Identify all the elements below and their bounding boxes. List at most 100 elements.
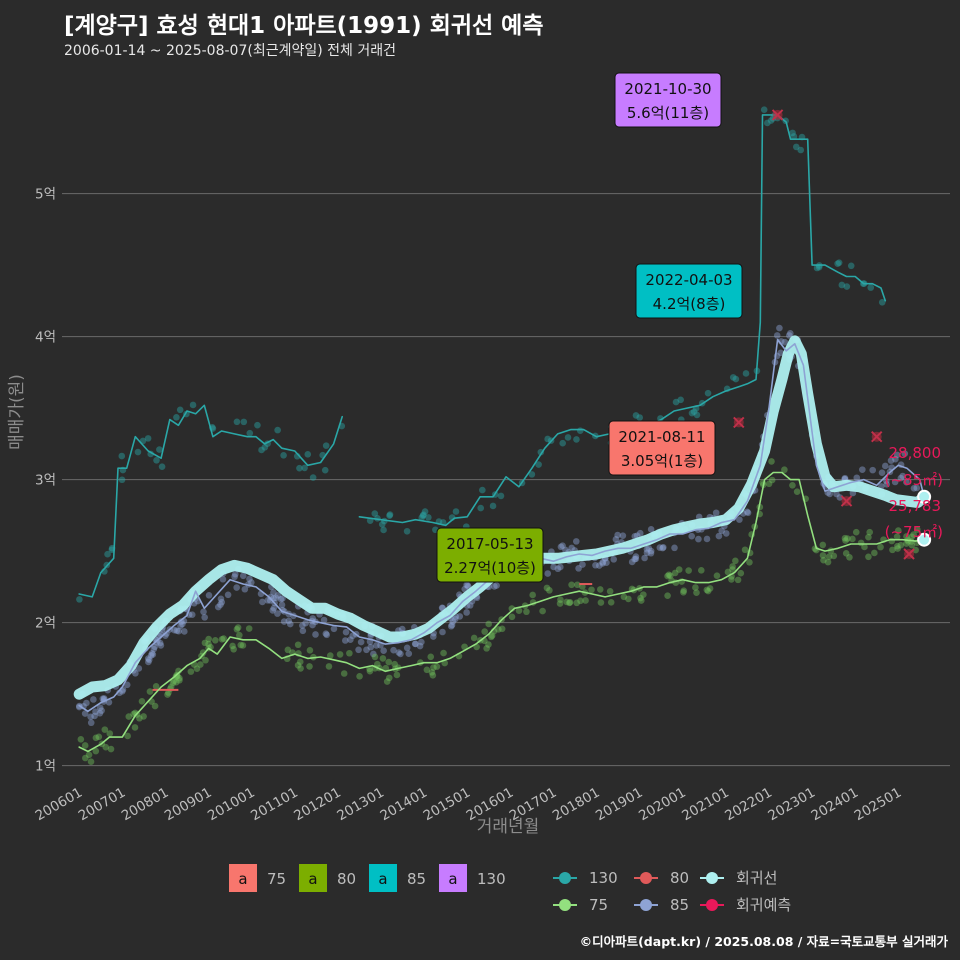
trade-point (284, 646, 292, 654)
trade-point (440, 649, 447, 657)
trade-point (118, 476, 126, 484)
trade-point (485, 641, 492, 648)
trade-point (671, 544, 678, 552)
trade-point (665, 571, 673, 579)
trade-point (703, 535, 711, 543)
trade-point (729, 563, 736, 570)
annotation-bg (436, 527, 544, 583)
trade-point (189, 401, 197, 409)
trade-point (81, 710, 89, 717)
trade-point (477, 504, 485, 512)
trade-point (218, 598, 226, 606)
trade-point (81, 742, 89, 749)
trade-point (557, 596, 564, 603)
trade-point (383, 678, 391, 685)
trade-point (231, 570, 239, 578)
legend-line-key: 130 (553, 869, 618, 887)
trade-point (107, 745, 115, 753)
trade-point (430, 664, 437, 671)
chart-subtitle: 2006-01-14 ~ 2025-08-07(최근계약일) 전체 거래건 (64, 43, 396, 59)
trade-point (619, 532, 627, 540)
trade-point (386, 511, 394, 518)
trade-point (355, 646, 362, 654)
trade-point (463, 581, 470, 589)
trade-point (908, 533, 916, 541)
trade-point (523, 608, 530, 616)
trade-point (346, 649, 353, 657)
trade-point (625, 595, 632, 603)
trade-point (95, 733, 103, 741)
legend-swatch (299, 864, 327, 892)
trade-point (163, 630, 170, 637)
trade-point (323, 631, 331, 639)
trade-point (132, 670, 139, 677)
trade-point (321, 466, 329, 474)
trade-point (882, 477, 890, 485)
trade-point (147, 652, 155, 659)
trade-point (199, 649, 207, 656)
trade-point (151, 702, 159, 710)
trade-point (866, 528, 874, 536)
trade-point (495, 626, 502, 633)
trade-point (322, 630, 330, 637)
trade-point (205, 640, 212, 648)
trade-point (176, 406, 184, 414)
legend-swatch (229, 864, 257, 892)
trade-point (595, 562, 603, 569)
trade-point (903, 478, 910, 486)
trade-point (245, 625, 253, 632)
trade-point (636, 529, 644, 537)
x-tick-label: 200801 (119, 785, 172, 825)
trade-point (77, 735, 85, 743)
trade-point (416, 642, 424, 650)
trade-point (165, 689, 172, 696)
trade-point (713, 572, 721, 580)
legend-label: 80 (337, 870, 356, 888)
trade-point (734, 576, 742, 584)
annotation-bg (614, 72, 722, 128)
annotation-bg (608, 420, 716, 476)
trade-point (853, 474, 861, 482)
annotation-price: 3.05억(1층) (621, 452, 703, 470)
trade-point (193, 665, 201, 673)
trade-point (575, 565, 582, 572)
trade-point (820, 556, 827, 564)
trade-point (419, 512, 427, 520)
trade-point (370, 650, 377, 658)
trade-point (607, 599, 615, 606)
trade-point (201, 639, 209, 647)
legend-label: 85 (670, 896, 689, 914)
trade-point (574, 581, 581, 589)
trade-point (428, 669, 436, 676)
trade-point (744, 509, 752, 517)
trade-point (894, 545, 901, 552)
trade-point (421, 508, 429, 515)
trade-point (566, 598, 574, 606)
trade-point (340, 670, 348, 677)
trade-point (149, 651, 157, 658)
trade-point (546, 587, 553, 594)
legend: a 75 a 80 a 85 a 130 130 80 회귀선 75 85 회귀예측 (229, 864, 791, 914)
trade-point (824, 558, 832, 566)
trade-point (76, 596, 83, 603)
trade-point (913, 526, 921, 533)
trade-point (270, 604, 278, 612)
trade-point (138, 697, 146, 705)
trade-point (176, 674, 183, 682)
trade-point (620, 593, 628, 601)
trade-point (135, 665, 143, 672)
trade-point (96, 709, 104, 717)
trade-point (841, 474, 849, 482)
trade-point (836, 494, 844, 501)
trade-point (479, 486, 486, 494)
trade-point (899, 472, 906, 480)
x-tick-label: 200601 (33, 785, 86, 825)
trade-point (559, 542, 566, 549)
trade-point (666, 572, 674, 579)
trade-point (233, 418, 241, 426)
trade-point (588, 586, 595, 594)
trade-point (411, 640, 419, 648)
x-tick-label: 201101 (248, 785, 301, 825)
annotation-box: 2021-10-30 5.6억(11층) (614, 72, 722, 128)
x-tick-label: 202201 (722, 785, 775, 825)
